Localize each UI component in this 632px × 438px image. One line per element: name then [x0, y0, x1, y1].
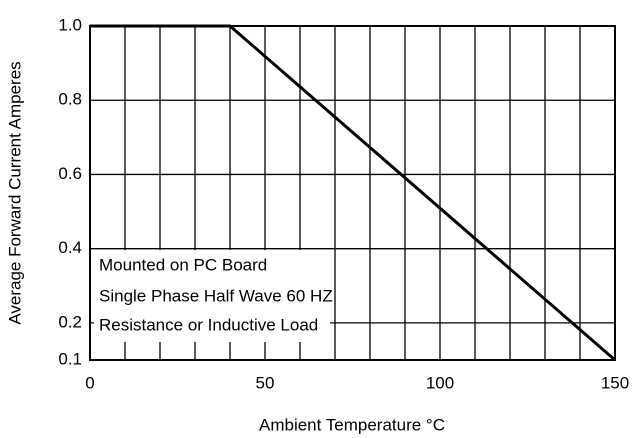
y-tick-label: 0.8 [58, 90, 82, 109]
x-tick-label: 150 [601, 373, 629, 392]
y-tick-label: 1.0 [58, 15, 82, 34]
x-axis-label: Ambient Temperature °C [259, 415, 445, 434]
annotation: Mounted on PC Board [99, 255, 267, 274]
annotation: Single Phase Half Wave 60 HZ [99, 286, 333, 305]
x-tick-label: 50 [256, 373, 275, 392]
x-tick-label: 0 [85, 373, 94, 392]
y-tick-label: 0.2 [58, 312, 82, 331]
annotation-box [94, 250, 330, 342]
annotation: Resistance or Inductive Load [99, 315, 318, 334]
y-tick-label: 0.1 [58, 349, 82, 368]
y-axis-label: Average Forward Current Amperes [5, 61, 24, 324]
x-tick-label: 100 [426, 373, 454, 392]
y-tick-label: 0.4 [58, 238, 82, 257]
plot-frame [89, 25, 616, 361]
y-tick-label: 0.6 [58, 164, 82, 183]
